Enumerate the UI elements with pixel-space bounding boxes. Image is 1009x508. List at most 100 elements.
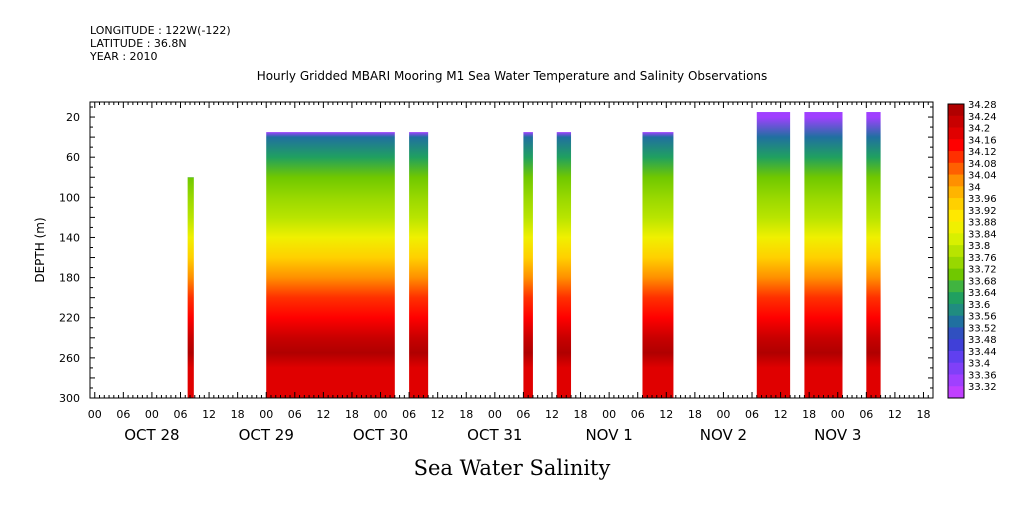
chart-title: Hourly Gridded MBARI Mooring M1 Sea Wate…: [257, 69, 768, 83]
colorbar-label: 33.88: [968, 218, 997, 229]
colorbar-swatch: [948, 374, 964, 387]
colorbar-label: 33.4: [968, 359, 990, 370]
colorbar-label: 33.52: [968, 323, 997, 334]
colorbar-label: 34.16: [968, 135, 997, 146]
year-label: YEAR : 2010: [89, 50, 158, 63]
x-tick-label: 06: [745, 408, 759, 421]
heatmap-segment: [804, 112, 843, 398]
y-tick-label: 140: [59, 231, 80, 244]
colorbar-swatch: [948, 292, 964, 305]
colorbar-label: 33.56: [968, 312, 997, 323]
y-tick-label: 300: [59, 392, 80, 405]
colorbar-label: 34.08: [968, 159, 997, 170]
x-day-label: NOV 2: [700, 426, 747, 444]
y-axis-ticks: 20 60 100 140 180 220 260 300: [59, 106, 933, 405]
colorbar-label: 33.84: [968, 229, 997, 240]
colorbar-swatch: [948, 115, 964, 129]
longitude-label: LONGITUDE : 122W(-122): [90, 24, 231, 37]
colorbar-swatch: [948, 303, 964, 317]
colorbar-label: 33.76: [968, 253, 997, 264]
x-tick-label: 12: [888, 408, 902, 421]
x-tick-label: 06: [402, 408, 416, 421]
x-tick-label: 18: [574, 408, 588, 421]
colorbar-label: 33.48: [968, 335, 997, 346]
x-axis-ticks: 00 06 00 06 12 18 00 06 12 18 00 06 12 18 00 06 12 18 00 06…: [88, 102, 934, 444]
x-tick-label: 12: [659, 408, 673, 421]
x-tick-label: 00: [716, 408, 730, 421]
colorbar-label: 34.24: [968, 112, 997, 123]
colorbar-swatch: [948, 268, 964, 281]
x-tick-label: 18: [802, 408, 816, 421]
y-axis-label: DEPTH (m): [33, 217, 47, 282]
heatmap-segment: [866, 112, 881, 398]
colorbar-swatch: [948, 162, 964, 176]
chart-subtitle: Sea Water Salinity: [414, 456, 611, 480]
x-day-label: OCT 31: [467, 426, 522, 444]
x-tick-label: 06: [173, 408, 187, 421]
colorbar-label: 33.6: [968, 300, 990, 311]
colorbar-swatch: [948, 339, 964, 352]
colorbar-swatch: [948, 386, 964, 399]
heatmap-segment: [409, 132, 429, 399]
y-tick-label: 260: [59, 352, 80, 365]
y-tick-label: 60: [66, 151, 80, 164]
heatmap-segment: [523, 132, 533, 399]
colorbar-swatch: [948, 186, 964, 199]
x-tick-label: 00: [145, 408, 159, 421]
x-tick-label: 12: [202, 408, 216, 421]
colorbar-swatch: [948, 104, 964, 117]
colorbar-label: 33.44: [968, 347, 997, 358]
y-tick-label: 220: [59, 312, 80, 325]
colorbar-swatch: [948, 350, 964, 364]
heatmap-segment: [187, 177, 194, 398]
colorbar-swatch: [948, 362, 964, 375]
colorbar-label: 33.36: [968, 370, 997, 381]
colorbar-frame: [947, 103, 965, 399]
x-tick-label: 12: [316, 408, 330, 421]
x-tick-label: 06: [516, 408, 530, 421]
x-tick-label: 06: [859, 408, 873, 421]
colorbar-swatch: [948, 174, 964, 187]
colorbar-label: 33.32: [968, 382, 997, 393]
x-tick-label: 18: [459, 408, 473, 421]
y-tick-label: 180: [59, 272, 80, 285]
colorbar-label: 33.8: [968, 241, 990, 252]
colorbar-swatch: [948, 221, 964, 234]
colorbar-label: 34.12: [968, 147, 997, 158]
colorbar-swatch: [948, 280, 964, 293]
colorbar-swatch: [948, 256, 964, 270]
x-tick-label: 06: [631, 408, 645, 421]
colorbar-swatch: [948, 151, 964, 164]
x-tick-label: 12: [545, 408, 559, 421]
colorbar-swatch: [948, 139, 964, 152]
colorbar-swatch: [948, 245, 964, 258]
x-tick-label: 06: [288, 408, 302, 421]
x-tick-label: 00: [259, 408, 273, 421]
x-tick-label: 06: [116, 408, 130, 421]
x-day-label: OCT 29: [239, 426, 294, 444]
heatmap-segment: [756, 112, 791, 398]
x-day-label: NOV 1: [585, 426, 632, 444]
x-tick-label: 12: [431, 408, 445, 421]
x-day-label: NOV 3: [814, 426, 861, 444]
x-tick-label: 00: [831, 408, 845, 421]
heatmap-segment: [266, 132, 395, 399]
colorbar-swatch: [948, 127, 964, 140]
colorbar-swatch: [948, 209, 964, 223]
heatmap-segment: [642, 132, 674, 399]
colorbar-label: 33.92: [968, 206, 997, 217]
colorbar-label: 34.28: [968, 100, 997, 111]
y-tick-label: 20: [66, 111, 80, 124]
x-day-label: OCT 30: [353, 426, 408, 444]
x-tick-label: 00: [374, 408, 388, 421]
x-tick-label: 18: [916, 408, 930, 421]
plot-frame: [89, 101, 934, 399]
colorbar-label: 34.2: [968, 124, 990, 135]
colorbar-label: 33.64: [968, 288, 997, 299]
latitude-label: LATITUDE : 36.8N: [90, 37, 187, 50]
x-tick-label: 18: [688, 408, 702, 421]
x-day-label: OCT 28: [124, 426, 179, 444]
colorbar-swatch: [948, 315, 964, 328]
colorbar-label: 34: [968, 182, 981, 193]
x-tick-label: 00: [488, 408, 502, 421]
